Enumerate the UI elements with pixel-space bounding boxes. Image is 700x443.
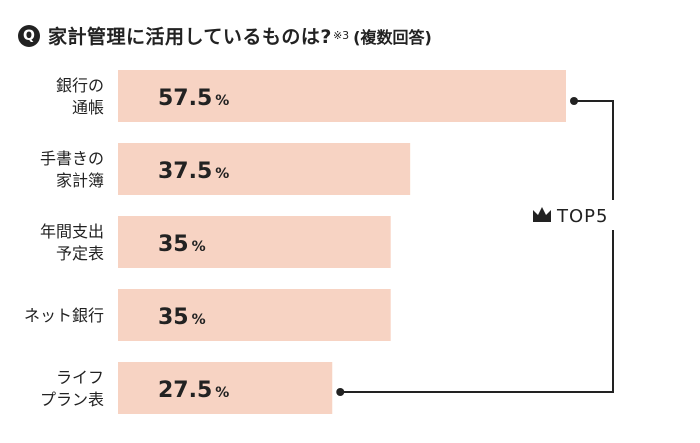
crown-icon: [533, 207, 551, 222]
bracket-dot-top: [570, 97, 578, 105]
bar-2: [118, 216, 391, 268]
category-label-3-0: ネット銀行: [24, 306, 104, 325]
category-label-2-0: 年間支出: [40, 222, 104, 241]
title-sub: (複数回答): [353, 27, 432, 47]
category-label-4-1: プラン表: [40, 390, 104, 409]
value-label-0: 57.5%: [158, 86, 229, 111]
top5-bracket: TOP5: [336, 97, 622, 396]
bracket-line: [340, 100, 614, 393]
category-label-4-0: ライフ: [56, 368, 104, 387]
value-label-3: 35%: [158, 305, 206, 330]
bar-1: [118, 143, 411, 195]
value-label-4: 27.5%: [158, 378, 229, 403]
bars-layer: [118, 70, 566, 414]
bracket-dot-bottom: [336, 388, 345, 396]
value-labels-layer: 57.5 % 37.5 % 35 % 35 % 27.5%: [158, 86, 229, 403]
title-note: ※3: [332, 29, 350, 42]
category-label-2-1: 予定表: [56, 244, 104, 263]
top5-label: TOP5: [556, 206, 608, 227]
question-badge-icon: Q: [18, 24, 40, 47]
category-label-0-1: 通帳: [72, 98, 104, 117]
bar-0: [118, 70, 566, 122]
chart-title: Q 家計管理に活用しているものは? ※3 (複数回答): [18, 22, 432, 49]
value-label-2: 35%: [158, 232, 206, 257]
bar-3: [118, 289, 391, 341]
category-label-0-0: 銀行の: [56, 76, 104, 95]
title-text: 家計管理に活用しているものは?: [48, 26, 332, 48]
category-label-1-0: 手書きの: [40, 149, 104, 168]
category-label-1-1: 家計簿: [56, 171, 104, 190]
bar-4: [118, 362, 333, 414]
value-label-1: 37.5%: [158, 159, 229, 184]
